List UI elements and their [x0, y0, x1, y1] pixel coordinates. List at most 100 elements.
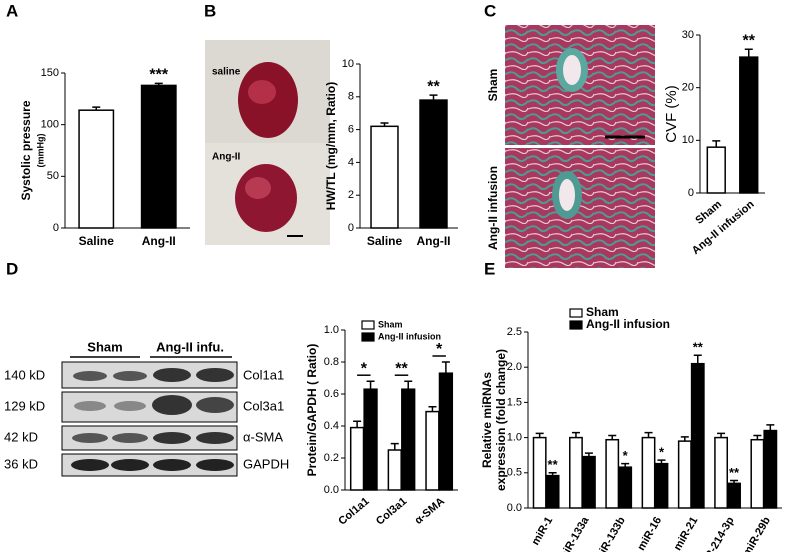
y-tick-label: 0.2 [324, 452, 339, 464]
error-bar [693, 354, 702, 364]
error-bar [753, 434, 762, 440]
panel-letter: C [484, 1, 496, 20]
blot-size: 129 kD [4, 398, 45, 413]
blot-protein: GAPDH [243, 456, 289, 471]
x-tick-label: Ang-II [417, 234, 451, 248]
y-tick-label: 150 [41, 67, 59, 79]
y-tick-label: 0.0 [507, 502, 522, 514]
bar [706, 146, 726, 194]
bar [569, 436, 583, 509]
bar [425, 410, 440, 491]
x-tick-label: miR-1 [530, 515, 556, 547]
bar [677, 440, 692, 509]
significance: ** [743, 32, 756, 49]
legend-swatch [569, 320, 583, 330]
x-tick-label: Col1a1 [336, 495, 371, 527]
blot-group: Sham [87, 339, 122, 354]
y-axis-label: HW/TL (mg/mm, Ratio) [324, 82, 338, 210]
panel-letter: B [204, 1, 216, 20]
panel-letter: A [6, 1, 18, 20]
bar [387, 449, 402, 491]
bar [763, 429, 778, 509]
error-bar [404, 380, 413, 390]
x-tick-label: Saline [367, 234, 403, 248]
bar [690, 362, 705, 509]
significance: ** [693, 340, 704, 355]
error-bar [744, 48, 753, 58]
x-tick-label: miR-133b [593, 515, 628, 552]
significance: ** [548, 457, 559, 472]
x-tick-label: α-SMA [413, 495, 447, 527]
x-tick-label: Col3a1 [374, 495, 409, 527]
histology-image [505, 25, 655, 268]
x-tick-label: miR-214-3p [697, 515, 737, 552]
error-bar [730, 479, 739, 484]
error-bar [92, 106, 101, 111]
significance: * [659, 445, 665, 460]
bar [581, 455, 596, 509]
error-bar [571, 431, 580, 438]
y-tick-label: 0 [53, 222, 59, 234]
error-bar [657, 459, 666, 464]
error-bar [712, 140, 721, 148]
error-bar [766, 424, 775, 431]
y-tick-label: 0.0 [324, 484, 339, 496]
legend-label: Ang-II infusion [586, 317, 670, 331]
legend-swatch [361, 320, 375, 330]
error-bar [680, 436, 689, 442]
heart-photo [205, 40, 330, 245]
panel-letter: E [484, 259, 495, 278]
y-axis-label: CVF (%) [663, 85, 680, 143]
x-tick-label: miR-21 [672, 515, 701, 552]
blot-size: 36 kD [4, 456, 38, 471]
y-tick-label: 1.5 [507, 396, 522, 408]
y-tick-label: 0.4 [324, 420, 339, 432]
significance: ** [729, 465, 740, 480]
bar [419, 99, 448, 229]
y-axis-label: Protein/GAPDH ( Ratio) [305, 344, 319, 477]
error-bar [154, 82, 163, 86]
x-tick-label: miR-133a [557, 514, 592, 552]
error-bar [608, 434, 617, 440]
bar [140, 84, 177, 229]
blot-size: 42 kD [4, 429, 38, 444]
error-bar [717, 432, 726, 438]
legend-label: Ang-II infusion [378, 331, 441, 341]
blot-protein: Col1a1 [243, 367, 284, 382]
error-bar [429, 94, 438, 101]
error-bar [441, 361, 450, 374]
bar [78, 109, 115, 229]
bar [545, 474, 560, 509]
y-tick-label: 0.5 [507, 467, 522, 479]
y-tick-label: 0 [688, 187, 694, 199]
error-bar [644, 431, 653, 438]
y-axis-label: Relative miRNAs [480, 372, 494, 468]
bar [401, 388, 416, 491]
error-bar [366, 380, 375, 390]
bar [739, 56, 759, 194]
error-bar [584, 452, 593, 457]
y-tick-label: 50 [47, 170, 59, 182]
bar [363, 388, 378, 491]
bar [641, 436, 656, 509]
x-tick-label: Ang-II [142, 234, 176, 248]
y-tick-label: 2 [348, 189, 354, 201]
error-bar [621, 462, 630, 468]
photo-label: Ang-II [212, 152, 241, 163]
significance: ** [395, 360, 408, 377]
significance: ** [427, 78, 440, 95]
bar [727, 482, 741, 509]
y-axis-label: Systolic pressure [19, 100, 33, 200]
bar [370, 125, 399, 229]
y-tick-label: 20 [682, 82, 694, 94]
bar [714, 436, 729, 509]
significance: * [436, 341, 443, 358]
y-tick-label: 30 [682, 29, 694, 41]
error-bar [548, 472, 557, 476]
y-tick-label: 8 [348, 91, 354, 103]
x-tick-label: miR-16 [635, 515, 664, 552]
blot-size: 140 kD [4, 367, 45, 382]
photo-label: Ang-II infusion [486, 166, 500, 250]
legend-label: Sham [586, 305, 619, 319]
